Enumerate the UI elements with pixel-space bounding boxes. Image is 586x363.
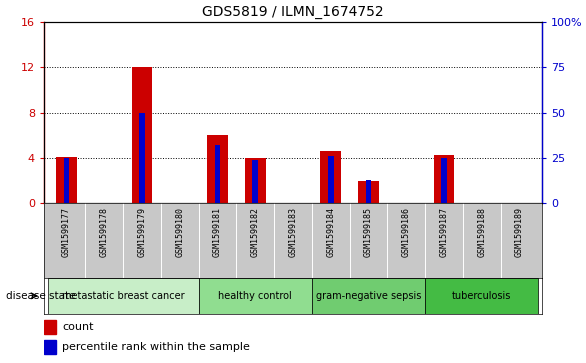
Bar bbox=[44, 340, 56, 354]
Text: GSM1599181: GSM1599181 bbox=[213, 207, 222, 257]
Text: percentile rank within the sample: percentile rank within the sample bbox=[62, 342, 250, 352]
Text: disease state: disease state bbox=[6, 291, 76, 301]
Text: GSM1599189: GSM1599189 bbox=[515, 207, 524, 257]
Bar bbox=[214, 145, 220, 203]
Text: count: count bbox=[62, 322, 93, 332]
Bar bbox=[139, 113, 145, 203]
Bar bbox=[312, 278, 425, 314]
Text: GSM1599186: GSM1599186 bbox=[402, 207, 411, 257]
Bar bbox=[321, 151, 341, 203]
Text: GSM1599187: GSM1599187 bbox=[440, 207, 448, 257]
Bar bbox=[245, 158, 265, 203]
Text: GSM1599177: GSM1599177 bbox=[62, 207, 71, 257]
Bar bbox=[64, 158, 69, 203]
Bar bbox=[199, 278, 312, 314]
Text: GSM1599185: GSM1599185 bbox=[364, 207, 373, 257]
Text: gram-negative sepsis: gram-negative sepsis bbox=[316, 291, 421, 301]
Bar bbox=[366, 180, 372, 203]
Bar bbox=[44, 320, 56, 334]
Bar bbox=[328, 156, 333, 203]
Bar bbox=[253, 160, 258, 203]
Text: metastatic breast cancer: metastatic breast cancer bbox=[62, 291, 185, 301]
Bar bbox=[132, 67, 152, 203]
Bar bbox=[358, 180, 379, 203]
Bar bbox=[434, 155, 454, 203]
Bar bbox=[207, 135, 228, 203]
Text: GSM1599183: GSM1599183 bbox=[288, 207, 298, 257]
Text: GSM1599178: GSM1599178 bbox=[100, 207, 109, 257]
Text: tuberculosis: tuberculosis bbox=[452, 291, 512, 301]
Bar bbox=[425, 278, 539, 314]
Text: GSM1599180: GSM1599180 bbox=[175, 207, 184, 257]
Bar bbox=[47, 278, 199, 314]
Text: GSM1599179: GSM1599179 bbox=[138, 207, 146, 257]
Text: GSM1599188: GSM1599188 bbox=[477, 207, 486, 257]
Title: GDS5819 / ILMN_1674752: GDS5819 / ILMN_1674752 bbox=[202, 5, 384, 19]
Text: healthy control: healthy control bbox=[219, 291, 292, 301]
Text: GSM1599184: GSM1599184 bbox=[326, 207, 335, 257]
Bar bbox=[441, 158, 447, 203]
Bar bbox=[56, 157, 77, 203]
Text: GSM1599182: GSM1599182 bbox=[251, 207, 260, 257]
